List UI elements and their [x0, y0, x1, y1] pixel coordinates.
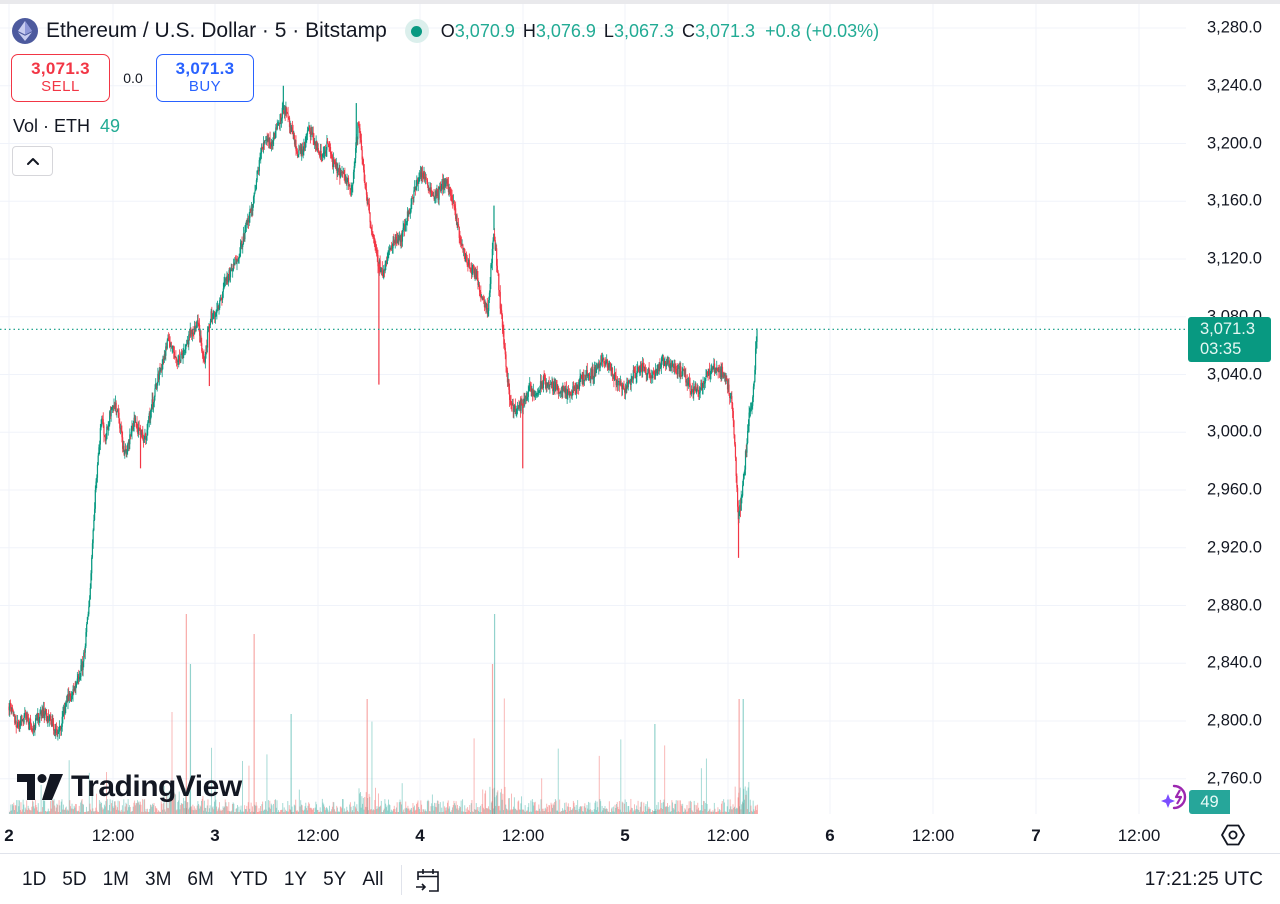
last-price-label: 3,071.3 03:35	[1188, 317, 1271, 362]
tradingview-watermark[interactable]: TradingView	[17, 770, 242, 804]
range-button-1d[interactable]: 1D	[22, 868, 47, 890]
time-axis-label: 12:00	[911, 826, 955, 845]
range-button-3m[interactable]: 3M	[145, 868, 172, 890]
open-value: 3,070.9	[454, 20, 515, 41]
time-axis-label: 12:00	[91, 826, 135, 845]
buy-button[interactable]: 3,071.3 BUY	[156, 54, 254, 102]
ai-assistant-icon[interactable]	[1160, 780, 1192, 812]
time-axis-label: 6	[825, 826, 835, 845]
range-button-1y[interactable]: 1Y	[283, 868, 308, 890]
price-axis-label: 2,800.0	[1206, 711, 1262, 730]
utc-clock[interactable]: 17:21:25 UTC	[1144, 869, 1263, 890]
time-axis-label: 7	[1031, 826, 1041, 845]
time-axis-label: 4	[415, 826, 425, 845]
low-value: 3,067.3	[613, 20, 674, 41]
time-axis-label: 2	[4, 826, 14, 845]
price-axis-label: 2,880.0	[1206, 596, 1262, 614]
watermark-text: TradingView	[71, 770, 242, 803]
volume-legend[interactable]: Vol · ETH 49	[13, 116, 120, 137]
low-label: L	[603, 20, 614, 41]
date-range-buttons: 1D 5D 1M 3M 6M YTD 1Y 5Y All	[0, 869, 391, 891]
time-axis-label: 3	[210, 826, 220, 845]
change-value: +0.8 (+0.03%)	[765, 20, 880, 41]
range-button-6m[interactable]: 6M	[187, 868, 214, 890]
collapse-legend-button[interactable]	[12, 146, 53, 176]
price-axis-label: 3,200.0	[1206, 134, 1262, 152]
time-axis-label: 12:00	[706, 826, 750, 845]
symbol-title[interactable]: Ethereum / U.S. Dollar · 5 · Bitstamp	[46, 19, 387, 42]
go-to-date-button[interactable]	[412, 864, 444, 896]
chart-plot-area[interactable]: Ethereum / U.S. Dollar · 5 · Bitstamp O3…	[0, 4, 1186, 814]
sell-button[interactable]: 3,071.3 SELL	[11, 54, 110, 102]
spread-value: 0.0	[123, 70, 143, 86]
candlestick-chart[interactable]	[0, 4, 1186, 814]
trade-buttons: 3,071.3 SELL 0.0 3,071.3 BUY	[11, 54, 254, 102]
range-button-ytd[interactable]: YTD	[229, 868, 268, 890]
window-top-edge	[0, 0, 1280, 4]
price-axis-label: 2,920.0	[1206, 538, 1262, 557]
chevron-up-icon	[26, 158, 39, 165]
volume-value: 49	[100, 116, 121, 136]
tradingview-logo-icon	[17, 774, 63, 800]
symbol-legend: Ethereum / U.S. Dollar · 5 · Bitstamp O3…	[12, 18, 879, 44]
close-label: C	[682, 20, 695, 41]
calendar-goto-icon	[416, 868, 440, 892]
high-value: 3,076.9	[535, 20, 596, 41]
time-axis[interactable]: 2 12:00 3 12:00 4 12:00 5 12:00 6 12:00 7 12:00	[0, 814, 1280, 854]
time-axis-label: 12:00	[501, 826, 545, 845]
high-label: H	[522, 20, 536, 41]
price-axis-label: 2,760.0	[1206, 769, 1262, 788]
range-button-all[interactable]: All	[362, 868, 384, 890]
toolbar-divider	[401, 864, 403, 895]
ohlc-values: O3,070.9 H3,076.9 L3,067.3 C3,071.3 +0.8…	[441, 21, 879, 42]
market-open-status-icon[interactable]	[404, 19, 429, 43]
chart-settings-icon[interactable]	[1220, 822, 1246, 848]
range-button-5y[interactable]: 5Y	[323, 868, 347, 890]
buy-label: BUY	[188, 78, 222, 96]
price-axis-label: 3,000.0	[1206, 422, 1262, 441]
sell-price: 3,071.3	[31, 59, 90, 79]
range-button-5d[interactable]: 5D	[62, 868, 87, 890]
open-label: O	[440, 20, 455, 41]
ethereum-logo-icon	[12, 18, 38, 44]
price-axis-label: 3,240.0	[1206, 76, 1262, 95]
price-axis-label: 3,120.0	[1206, 249, 1262, 268]
last-price-value: 3,071.3	[1200, 320, 1256, 338]
volume-label: Vol · ETH	[13, 116, 91, 136]
bottom-toolbar: 1D 5D 1M 3M 6M YTD 1Y 5Y All 17:21:25 UTC	[0, 855, 1280, 904]
time-axis-label: 5	[620, 826, 630, 845]
volume-axis-label: 49	[1189, 790, 1230, 814]
price-axis-label: 3,040.0	[1206, 365, 1262, 383]
range-button-1m[interactable]: 1M	[102, 868, 129, 890]
close-value: 3,071.3	[695, 20, 756, 41]
time-axis-label: 12:00	[1117, 826, 1161, 845]
sell-label: SELL	[41, 78, 80, 96]
price-axis-label: 2,840.0	[1206, 653, 1262, 672]
price-axis-label: 3,280.0	[1206, 18, 1262, 37]
bar-countdown: 03:35	[1200, 340, 1242, 358]
price-axis-label: 3,160.0	[1206, 191, 1262, 210]
price-axis-label: 2,960.0	[1206, 480, 1262, 499]
buy-price: 3,071.3	[175, 59, 235, 79]
price-axis[interactable]: 3,280.03,240.03,200.03,160.03,120.03,080…	[1186, 4, 1280, 814]
time-axis-label: 12:00	[296, 826, 340, 845]
